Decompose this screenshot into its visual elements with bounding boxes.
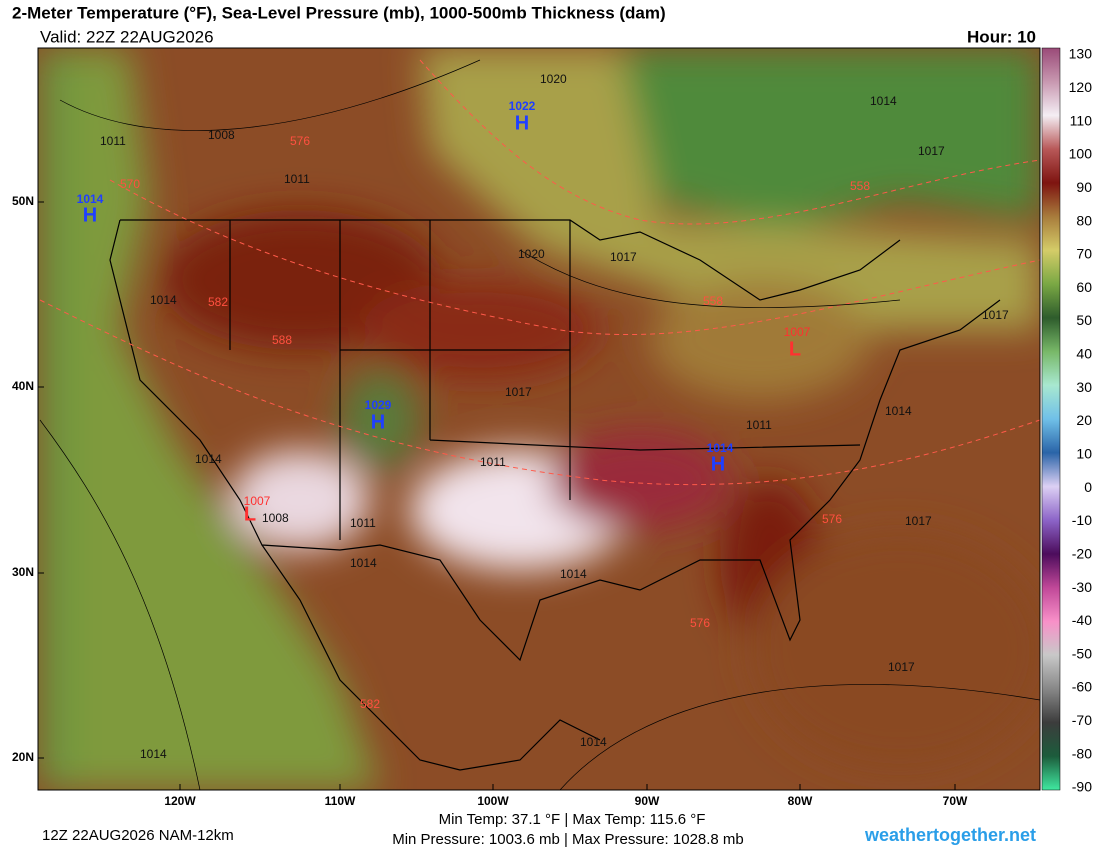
colorbar-label: 90 [1076,179,1092,195]
pressure-label: 1011 [100,134,126,148]
lon-label: 90W [635,794,660,808]
pressure-label: 1008 [208,128,235,142]
lon-label: 80W [788,794,813,808]
colorbar-label: -10 [1072,512,1092,528]
colorbar-label: 120 [1069,79,1093,95]
high-marker: H [711,453,725,475]
colorbar-label: 10 [1076,446,1092,462]
pressure-label: 1014 [560,567,587,581]
model-run: 12Z 22AUG2026 NAM-12km [42,827,234,844]
low-marker: L [244,503,256,525]
pressure-label: 1011 [746,418,772,432]
colorbar-label: -90 [1072,779,1092,795]
thickness-label: 558 [703,294,723,308]
lat-label: 50N [12,194,34,208]
lat-label: 30N [12,565,34,579]
colorbar-label: -30 [1072,579,1092,595]
lon-label: 100W [477,794,509,808]
forecast-hour: Hour: 10 [967,27,1036,46]
thickness-label: 576 [690,616,710,630]
pressure-label: 1017 [982,308,1009,322]
pressure-label: 1011 [350,516,376,530]
pressure-label: 1014 [195,452,222,466]
temperature-range: Min Temp: 37.1 °F | Max Temp: 115.6 °F [439,811,706,828]
colorbar-label: 40 [1076,346,1092,362]
pressure-label: 1020 [518,247,545,261]
pressure-contours [39,59,1040,790]
high-pressure-value: 1029 [365,398,392,412]
thickness-label: 576 [290,134,310,148]
colorbar-label: 0 [1084,479,1092,495]
colorbar-label: -60 [1072,679,1092,695]
pressure-label: 1014 [885,404,912,418]
low-marker: L [789,338,801,360]
thickness-label: 582 [208,295,228,309]
low-pressure-value: 1007 [784,325,811,339]
pressure-label: 1017 [918,144,945,158]
lon-label: 120W [164,794,196,808]
pressure-label: 1017 [610,250,637,264]
colorbar-label: 80 [1076,212,1092,228]
colorbar-label: 60 [1076,279,1092,295]
colorbar: 1301201101009080706050403020100-10-20-30… [1041,46,1093,795]
pressure-label: 1017 [905,514,932,528]
lat-label: 40N [12,379,34,393]
pressure-label: 1011 [284,172,310,186]
thickness-label: 588 [272,333,292,347]
graticule-labels: 50N 40N 30N 20N 120W 110W 100W 90W 80W 70W [12,194,968,808]
thickness-label: 582 [360,697,380,711]
colorbar-label: 70 [1076,246,1092,262]
high-marker: H [515,112,529,134]
site-link[interactable]: weathertogether.net [864,825,1036,845]
colorbar-scale [1041,47,1061,791]
pressure-label: 1011 [480,455,506,469]
colorbar-label: -70 [1072,712,1092,728]
pressure-label: 1014 [150,293,177,307]
lon-label: 110W [325,794,356,808]
borders [109,219,1001,771]
high-pressure-value: 1014 [77,192,104,206]
thickness-label: 570 [120,177,140,191]
pressure-range: Min Pressure: 1003.6 mb | Max Pressure: … [392,831,744,848]
pressure-label: 1017 [888,660,915,674]
colorbar-label: 100 [1069,146,1093,162]
pressure-label: 1014 [870,94,897,108]
high-pressure-value: 1022 [509,99,536,113]
title: 2-Meter Temperature (°F), Sea-Level Pres… [12,3,666,22]
high-marker: H [371,411,385,433]
high-marker: H [83,204,97,226]
pressure-label: 1017 [505,385,532,399]
colorbar-label: 110 [1070,112,1093,128]
high-pressure-value: 1014 [707,441,734,455]
colorbar-label: 30 [1076,379,1092,395]
pressure-label: 1014 [350,556,377,570]
pressure-label: 1008 [262,511,289,525]
valid-time: Valid: 22Z 22AUG2026 [40,27,214,46]
colorbar-label: 50 [1076,312,1092,328]
pressure-label: 1020 [540,72,567,86]
colorbar-label: -40 [1072,612,1092,628]
lon-label: 70W [943,794,968,808]
thickness-label: 576 [822,512,842,526]
pressure-label: 1014 [580,735,607,749]
lat-label: 20N [12,750,34,764]
map-field [38,48,1040,790]
colorbar-label: -80 [1072,745,1092,761]
colorbar-label: 20 [1076,412,1092,428]
colorbar-label: -50 [1072,645,1092,661]
colorbar-label: 130 [1069,46,1093,62]
low-pressure-value: 1007 [244,494,271,508]
thickness-contours [39,59,1040,486]
colorbar-label: -20 [1072,545,1092,561]
pressure-label: 1014 [140,747,167,761]
thickness-label: 558 [850,179,870,193]
map-frame [37,47,1041,791]
map-labels: 1011 1008 1011 1020 1020 1017 1014 1017 … [77,72,1009,761]
